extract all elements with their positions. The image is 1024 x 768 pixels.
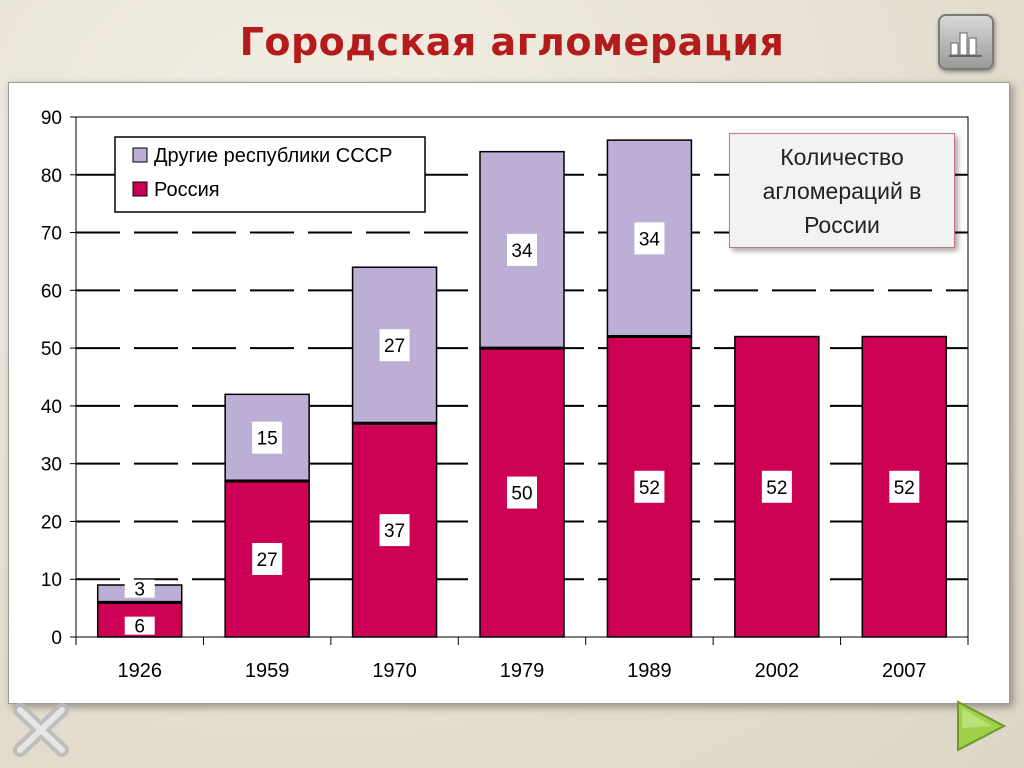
data-label-other-1989-bg xyxy=(634,222,665,255)
data-label-russia-1970-bg xyxy=(379,514,410,547)
data-label-russia-1989: 52 xyxy=(639,478,660,499)
data-label-russia-1959-bg xyxy=(252,543,283,575)
data-label-other-1959: 15 xyxy=(257,429,278,450)
data-label-russia-1959: 27 xyxy=(257,550,278,571)
x-tick-label-2007: 2007 xyxy=(882,660,927,682)
x-tick-label-1926: 1926 xyxy=(117,660,162,682)
data-label-russia-2007-bg xyxy=(889,470,920,503)
y-tick-label: 80 xyxy=(41,166,62,187)
legend-label-0: Другие республики СССР xyxy=(154,145,392,167)
y-tick-label: 10 xyxy=(41,570,62,591)
data-label-russia-1979: 50 xyxy=(511,484,532,505)
data-label-russia-1926: 6 xyxy=(134,617,145,638)
legend-swatch-0 xyxy=(132,147,148,163)
next-button[interactable] xyxy=(952,698,1008,754)
chart-home-button[interactable] xyxy=(938,14,994,70)
close-button[interactable] xyxy=(6,700,76,760)
y-tick-label: 70 xyxy=(41,224,62,245)
data-label-other-1970: 27 xyxy=(384,336,405,357)
legend-swatch-1 xyxy=(132,181,148,197)
legend xyxy=(114,136,426,213)
data-label-other-1959-bg xyxy=(252,421,283,454)
y-tick-label: 90 xyxy=(41,108,62,129)
close-x-icon xyxy=(13,703,69,757)
note-box: Количество агломераций в России xyxy=(729,133,955,248)
data-label-russia-1926-bg xyxy=(124,616,155,635)
y-tick-label: 30 xyxy=(41,455,62,476)
x-tick-label-1959: 1959 xyxy=(245,660,290,682)
y-tick-label: 40 xyxy=(41,397,62,418)
legend-label-1: Россия xyxy=(154,179,220,201)
x-tick-label-1970: 1970 xyxy=(372,660,417,682)
data-label-other-1970-bg xyxy=(379,329,410,362)
y-tick-label: 50 xyxy=(41,339,62,360)
data-label-russia-2002-bg xyxy=(761,470,792,503)
data-label-russia-1989-bg xyxy=(634,470,665,503)
x-tick-label-2002: 2002 xyxy=(755,660,800,682)
y-tick-label: 60 xyxy=(41,281,62,302)
data-label-russia-2007: 52 xyxy=(894,478,915,499)
data-label-russia-2002: 52 xyxy=(766,478,787,499)
page-title: Городская агломерация xyxy=(239,20,785,64)
y-tick-label: 0 xyxy=(51,628,62,649)
data-label-other-1989: 34 xyxy=(639,229,661,250)
data-label-russia-1970: 37 xyxy=(384,521,405,542)
data-label-russia-1979-bg xyxy=(507,476,537,509)
x-tick-label-1989: 1989 xyxy=(627,660,672,682)
data-label-other-1926-bg xyxy=(124,579,155,598)
x-tick-label-1979: 1979 xyxy=(500,660,545,682)
chart-home-icon xyxy=(949,32,982,57)
y-tick-label: 20 xyxy=(41,512,62,533)
note-text: Количество агломераций в России xyxy=(762,143,922,238)
data-label-other-1979: 34 xyxy=(511,241,533,262)
data-label-other-1979-bg xyxy=(507,233,537,266)
next-arrow-icon xyxy=(957,700,1007,752)
data-label-other-1926: 3 xyxy=(134,580,145,601)
